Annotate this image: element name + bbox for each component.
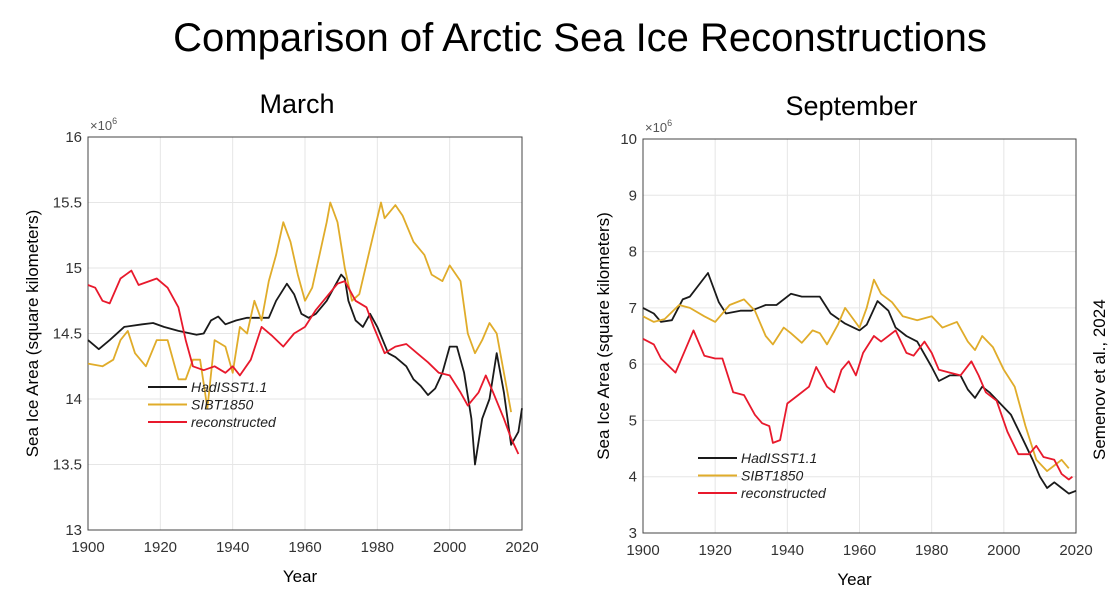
legend-label: reconstructed	[741, 485, 827, 501]
chart-march: 1900 1920 1940 1960 1980 2000 2020 13 13.5 14 14.5…	[23, 89, 539, 586]
y-multiplier-exponent: 6	[112, 116, 117, 126]
y-tick-label: 14.5	[53, 326, 82, 343]
x-tick-label: 1900	[626, 542, 659, 559]
series-line-reconstructed	[87, 269, 520, 455]
legend-label: reconstructed	[191, 414, 277, 430]
y-tick-label: 13	[65, 522, 82, 539]
y-tick-label: 3	[629, 525, 637, 542]
series-line-sibt1850	[642, 278, 1070, 473]
credit-text: Semenov et al., 2024	[1090, 299, 1109, 460]
x-tick-label: 1960	[288, 539, 321, 556]
y-tick-label: 15	[65, 260, 82, 277]
legend-label: SIBT1850	[741, 468, 803, 484]
y-axis-label: Sea Ice Area (square kilometers)	[594, 212, 613, 460]
y-tick-label: 6	[629, 356, 637, 373]
figure-title: Comparison of Arctic Sea Ice Reconstruct…	[173, 16, 987, 60]
x-tick-label: 1940	[771, 542, 804, 559]
plot-frame	[642, 138, 1077, 534]
y-multiplier: ×106	[90, 116, 117, 133]
x-tick-label: 1980	[361, 539, 394, 556]
y-tick-label: 7	[629, 300, 637, 317]
x-axis-label: Year	[283, 567, 318, 586]
x-tick-label: 1920	[144, 539, 177, 556]
chart-title: March	[259, 89, 334, 119]
y-tick-label: 9	[629, 187, 637, 204]
plot-frame	[87, 136, 523, 531]
x-tick-label: 2020	[505, 539, 538, 556]
y-tick-label: 4	[629, 469, 637, 486]
chart-title: September	[785, 91, 917, 121]
y-axis-label: Sea Ice Area (square kilometers)	[23, 210, 42, 458]
y-tick-label: 14	[65, 391, 82, 408]
x-tick-label: 1960	[843, 542, 876, 559]
y-tick-label: 5	[629, 412, 637, 429]
x-tick-label: 1920	[698, 542, 731, 559]
x-tick-label: 1980	[915, 542, 948, 559]
chart-september: 1900 1920 1940 1960 1980 2000 2020 3 4 5 6 7 8 9 10 ×10…	[594, 91, 1093, 589]
series-line-hadisst1-1	[642, 272, 1077, 495]
legend-label: SIBT1850	[191, 397, 253, 413]
x-tick-label: 1940	[216, 539, 249, 556]
y-tick-label: 15.5	[53, 195, 82, 212]
series-line-sibt1850	[87, 201, 512, 413]
legend-label: HadISST1.1	[741, 450, 817, 466]
x-axis-label: Year	[837, 570, 872, 589]
legend-label: HadISST1.1	[191, 379, 267, 395]
x-tick-label: 2000	[433, 539, 466, 556]
x-tick-label: 1900	[71, 539, 104, 556]
y-tick-label: 8	[629, 244, 637, 261]
x-tick-label: 2020	[1059, 542, 1092, 559]
series-line-reconstructed	[642, 329, 1073, 481]
y-multiplier: ×106	[645, 118, 672, 135]
y-tick-label: 16	[65, 129, 82, 146]
y-tick-label: 10	[620, 131, 637, 148]
y-multiplier-exponent: 6	[667, 118, 672, 128]
x-tick-label: 2000	[987, 542, 1020, 559]
y-tick-label: 13.5	[53, 457, 82, 474]
